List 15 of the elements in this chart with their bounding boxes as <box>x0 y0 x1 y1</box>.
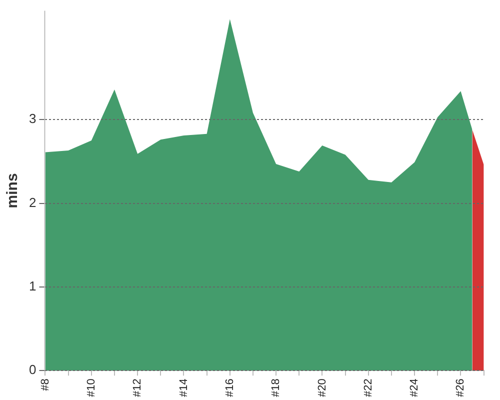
y-tick-label: 3 <box>28 111 36 126</box>
y-tick-label: 1 <box>28 278 36 294</box>
x-tick-label: #16 <box>224 378 236 398</box>
x-tick-label: #26 <box>454 378 467 398</box>
x-tick-label: #18 <box>270 378 282 398</box>
x-tick-label: #20 <box>316 378 328 398</box>
x-tick-label: #12 <box>132 378 144 398</box>
y-tick-label: 0 <box>28 362 36 378</box>
x-tick-label: #24 <box>408 378 421 398</box>
x-tick-label: #14 <box>178 378 190 398</box>
x-tick-label: #22 <box>362 378 374 398</box>
x-tick-label: #10 <box>85 378 98 398</box>
y-tick-label: 2 <box>28 194 36 210</box>
x-tick-label: #8 <box>39 378 52 391</box>
y-axis-title: mins <box>4 173 22 208</box>
